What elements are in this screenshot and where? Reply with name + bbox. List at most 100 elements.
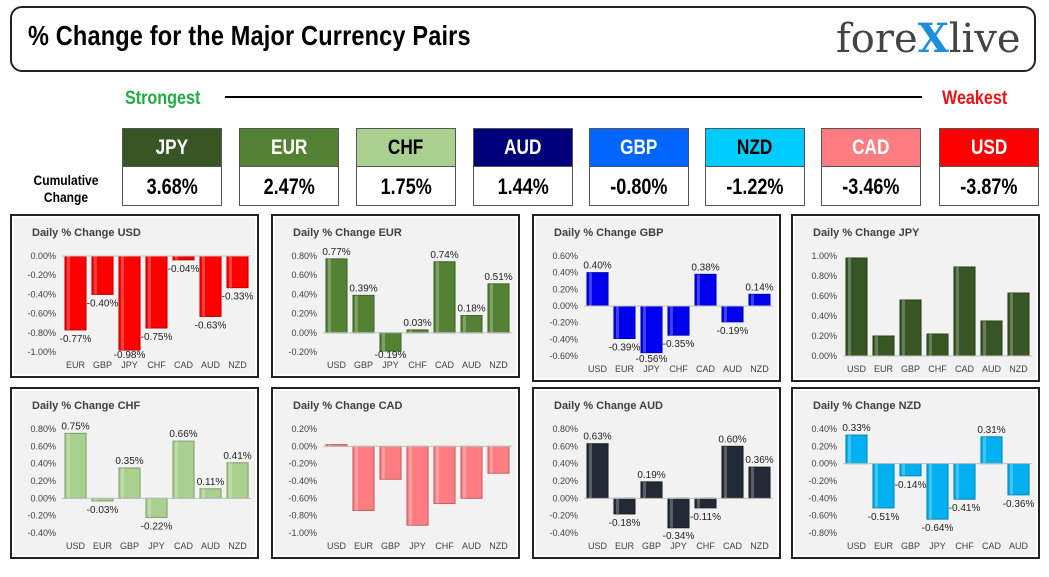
y-tick-label: 0.80% [552,424,578,434]
cumulative-box-chf: CHF 1.75% [356,128,456,206]
currency-label: NZD [706,129,804,167]
data-label: 0.36% [745,455,773,466]
category-label: CHF [696,541,715,551]
category-label: USD [588,364,608,374]
data-label: 0.39% [349,283,377,294]
bar-highlight [874,336,878,356]
chart-area: Daily % Change CHF 0.80% 0.60% 0.40% 0.20% 0.… [14,391,255,555]
chart-area: Daily % Change AUD 0.80% 0.60% 0.40% 0.20% 0.… [536,391,777,555]
logo-x: X [917,15,949,62]
y-tick-label: -0.20% [288,459,317,469]
data-label: -0.40% [87,298,119,309]
cumulative-box-usd: USD -3.87% [939,128,1039,206]
bar-highlight [1009,293,1013,356]
y-tick-label: -0.40% [27,289,56,299]
currency-code: JPY [155,135,189,159]
chart-panel-chf: Daily % Change CHF 0.80% 0.60% 0.40% 0.20% 0.… [10,387,259,559]
currency-label: EUR [240,129,338,167]
bar-highlight [147,256,151,328]
bar-highlight [462,446,466,499]
bar-highlight [489,283,493,333]
y-tick-label: -0.40% [549,334,578,344]
y-tick-label: -0.60% [27,309,56,319]
bar-highlight [120,468,124,499]
y-tick-label: 0.40% [552,268,578,278]
y-tick-label: 0.60% [291,270,317,280]
category-label: CAD [955,364,975,374]
bar-highlight [750,294,754,306]
category-label: GBP [120,541,139,551]
currency-label: CHF [357,129,455,167]
bar-highlight [228,256,232,288]
y-tick-label: -1.00% [288,528,317,538]
currency-label: USD [940,129,1038,167]
cumulative-change-label: Cumulative Change [33,172,99,205]
cumulative-box-cad: CAD -3.46% [821,128,921,206]
currency-code: AUD [504,135,542,159]
data-label: 0.75% [61,421,89,432]
y-tick-label: -0.80% [808,528,837,538]
category-label: USD [847,364,867,374]
chart-title: Daily % Change CHF [32,400,140,412]
category-label: NZD [750,364,769,374]
category-label: CHF [435,541,454,551]
data-label: -0.75% [141,332,173,343]
page-title: % Change for the Major Currency Pairs [28,20,471,51]
chart-title: Daily % Change JPY [813,227,920,239]
y-tick-label: -0.40% [288,476,317,486]
cumulative-value-text: 3.68% [146,174,198,199]
currency-label: GBP [590,129,688,167]
category-label: JPY [382,360,399,370]
data-label: -0.04% [168,264,200,275]
category-label: JPY [929,541,946,551]
data-label: 0.11% [197,477,225,488]
bar-highlight [615,498,619,514]
y-tick-label: 0.40% [30,459,56,469]
data-label: -0.39% [609,343,641,354]
cumulative-value-text: -3.87% [960,174,1018,199]
y-tick-label: 0.00% [30,251,56,261]
y-tick-label: 0.00% [291,328,317,338]
bar-highlight [327,444,331,447]
bar-highlight [982,321,986,356]
y-tick-label: -0.80% [288,511,317,521]
currency-label: CAD [822,129,920,167]
cumulative-box-gbp: GBP -0.80% [589,128,689,206]
chart-title: Daily % Change EUR [293,227,402,239]
bar-highlight [93,498,97,501]
data-label: -0.98% [114,350,146,361]
bar-highlight [381,446,385,480]
category-label: USD [847,541,867,551]
y-tick-label: 0.80% [811,271,837,281]
data-label: -0.36% [1003,499,1035,510]
cumulative-value-text: 1.44% [497,174,549,199]
category-label: JPY [643,364,660,374]
category-label: AUD [201,541,221,551]
chart-svg: Daily % Change GBP 0.60% 0.40% 0.20% 0.00% -0… [549,227,773,374]
bar-highlight [228,462,232,499]
data-label: 0.77% [322,247,350,258]
bar-highlight [435,261,439,333]
category-label: AUD [201,360,221,370]
data-label: -0.34% [663,531,695,542]
y-tick-label: 0.00% [552,301,578,311]
bar-highlight [642,481,646,499]
data-label: 0.40% [583,261,611,272]
chart-panel-aud: Daily % Change AUD 0.80% 0.60% 0.40% 0.20% 0.… [532,387,781,559]
y-tick-label: 0.00% [291,441,317,451]
currency-code: GBP [620,135,658,159]
y-tick-label: 0.00% [811,459,837,469]
bar-highlight [696,274,700,306]
category-label: CAD [723,541,743,551]
chart-title: Daily % Change AUD [554,400,663,412]
chart-area: Daily % Change EUR 0.80% 0.60% 0.40% 0.20% 0.… [275,218,516,374]
bar-highlight [120,256,124,351]
bar-highlight [955,463,959,500]
cumulative-box-aud: AUD 1.44% [473,128,573,206]
y-tick-label: 0.60% [552,251,578,261]
bar-highlight [327,258,331,333]
cumulative-value: -1.22% [706,167,804,207]
category-label: CHF [147,360,166,370]
logo-text-post: live [948,16,1021,62]
bar-highlight [901,300,905,356]
